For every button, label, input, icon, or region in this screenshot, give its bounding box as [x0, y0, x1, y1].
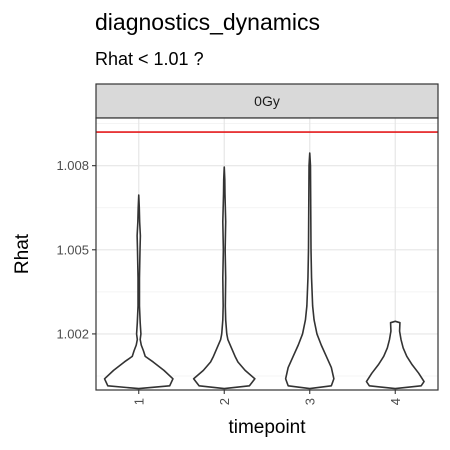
panel-background: [96, 118, 438, 390]
facet-label: 0Gy: [254, 93, 280, 109]
facet-strip: 0Gy: [95, 83, 439, 119]
chart-title: diagnostics_dynamics: [95, 9, 320, 35]
facet-strip-background: [95, 83, 439, 119]
x-axis-title: timepoint: [228, 417, 306, 438]
y-axis: 1.002 1.005 1.008: [56, 158, 96, 341]
x-tick-label: 4: [388, 398, 403, 405]
violins: [103, 152, 425, 390]
x-axis: 1 2 3 4: [131, 390, 403, 405]
panel-border: [95, 117, 439, 391]
violin-4: [365, 320, 425, 390]
y-axis-title: Rhat: [12, 233, 33, 274]
x-tick-label: 1: [131, 398, 146, 405]
y-tick-label: 1.008: [56, 158, 89, 173]
violin-1: [103, 194, 174, 390]
x-tick-label: 2: [217, 398, 232, 405]
x-tick-label: 3: [302, 398, 317, 405]
y-tick-label: 1.005: [56, 242, 89, 257]
plot-panel: [95, 117, 439, 391]
chart-subtitle: Rhat < 1.01 ?: [95, 49, 204, 69]
violin-3: [284, 152, 335, 390]
y-tick-label: 1.002: [56, 326, 89, 341]
violin-2: [192, 166, 256, 390]
